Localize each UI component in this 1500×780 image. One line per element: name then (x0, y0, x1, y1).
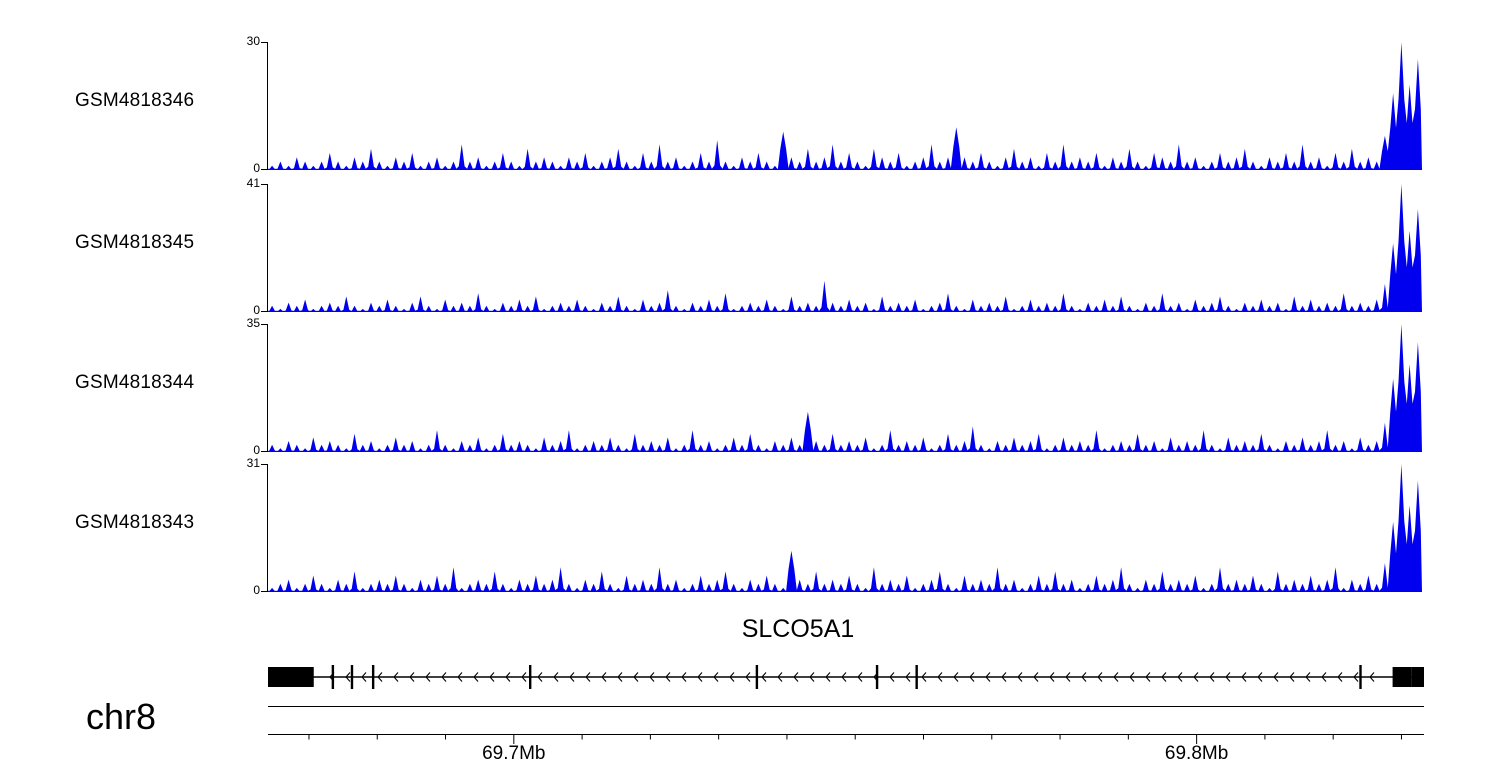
coverage-signal (268, 324, 1422, 452)
y-axis-line (267, 324, 268, 452)
axis-ticks (308, 735, 1402, 744)
y-axis-max-label: 35 (246, 316, 260, 330)
gene-name-label: SLCO5A1 (741, 615, 855, 643)
y-axis-max-label: 31 (246, 456, 260, 470)
y-axis-max-label: 30 (246, 34, 260, 48)
y-axis-tick (261, 42, 268, 43)
y-axis-zero-label: 0 (253, 583, 260, 597)
coverage-signal (268, 42, 1422, 170)
track-label: GSM4818345 (75, 232, 195, 253)
y-axis-max-label: 41 (246, 176, 260, 190)
y-axis-tick (261, 591, 268, 592)
axis-tick-label: 69.7Mb (482, 743, 546, 764)
axis-upper-line (268, 706, 1424, 707)
y-axis-tick (261, 324, 268, 325)
track-label: GSM4818343 (75, 512, 195, 533)
y-axis-tick (261, 464, 268, 465)
coverage-signal (268, 184, 1422, 312)
y-axis-tick (261, 169, 268, 170)
track-label: GSM4818344 (75, 372, 195, 393)
y-axis-tick (261, 184, 268, 185)
gene-model (268, 665, 1424, 689)
y-axis-tick (261, 451, 268, 452)
chromosome-label: chr8 (86, 696, 157, 737)
y-axis-zero-label: 0 (253, 443, 260, 457)
axis-tick-label: 69.8Mb (1164, 743, 1229, 764)
y-axis-line (267, 464, 268, 592)
track-label: GSM4818346 (75, 90, 195, 111)
y-axis-tick (261, 311, 268, 312)
axis-lower-line (268, 734, 1424, 735)
y-axis-line (267, 42, 268, 170)
y-axis-zero-label: 0 (253, 303, 260, 317)
y-axis-line (267, 184, 268, 312)
coverage-signal (268, 464, 1422, 592)
y-axis-zero-label: 0 (253, 161, 260, 175)
